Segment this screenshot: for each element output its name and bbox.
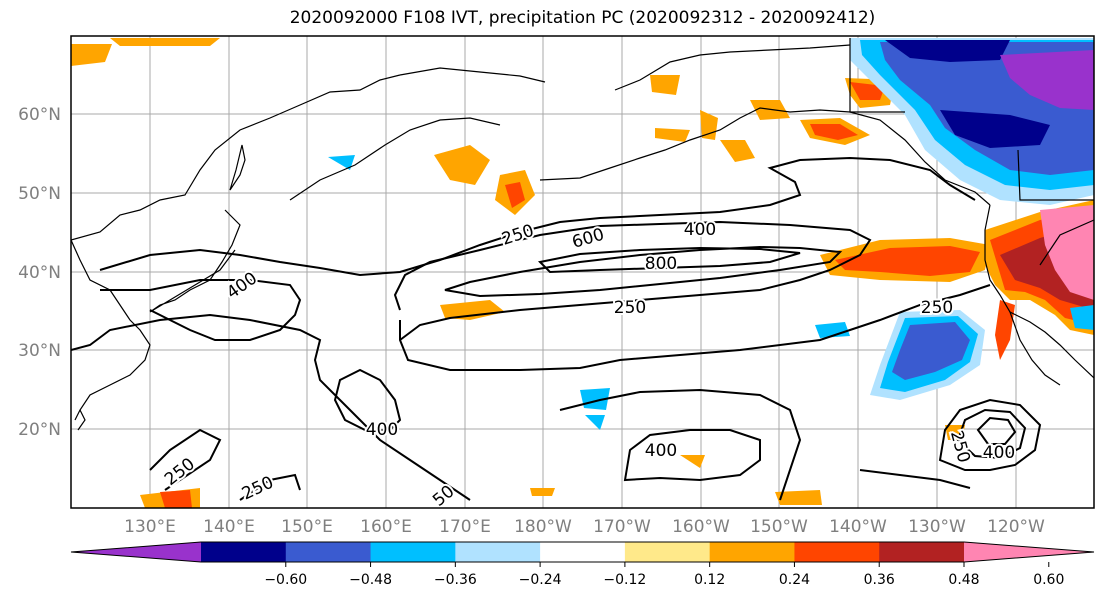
colorbar-segment xyxy=(370,542,456,562)
colorbar-outline xyxy=(70,541,1095,563)
border-alaska-canada xyxy=(849,38,905,113)
contour-250-north xyxy=(99,156,976,277)
colorbar-segment xyxy=(624,542,711,562)
colorbar-segment xyxy=(455,542,541,562)
colorbar-tick-label: 0.60 xyxy=(1033,572,1064,588)
coast-japan xyxy=(149,209,241,313)
lon-label-160e: 160°E xyxy=(360,517,412,537)
contour-250-wide xyxy=(71,313,471,501)
contour-400-east-low-inner xyxy=(976,416,1017,445)
coast-sakhalin xyxy=(229,144,246,191)
lon-label-180w: 180°W xyxy=(514,517,572,537)
contour-400-core xyxy=(393,220,872,341)
contour-400-east-low-outer xyxy=(956,408,1027,460)
contour-250-south2 xyxy=(239,473,301,501)
colorbar-segment xyxy=(540,542,626,562)
contour-250-south xyxy=(399,284,991,371)
lon-label-120w: 120°W xyxy=(987,517,1045,537)
lat-label-40n: 40°N xyxy=(18,263,61,283)
coast-aleutian-alaska xyxy=(539,107,991,206)
contour-400-mid xyxy=(333,368,402,431)
colorbar-tick-label: −0.12 xyxy=(603,572,646,588)
lat-label-60n: 60°N xyxy=(18,105,61,125)
colorbar-tick-label: 0.48 xyxy=(948,572,979,588)
contour-400-west xyxy=(100,279,302,341)
contour-label-c400e: 400 xyxy=(983,443,1015,463)
colorbar-segments xyxy=(70,541,1095,563)
contour-label-c250c: 250 xyxy=(921,298,953,318)
contour-400-south xyxy=(623,429,761,482)
coast-alaska-north xyxy=(614,44,851,91)
coast-kamchatka-kuril xyxy=(289,117,501,201)
latitude-labels: 60°N 50°N 40°N 30°N 20°N xyxy=(18,105,61,440)
colorbar-extension-left xyxy=(71,542,201,562)
lon-label-160w: 160°W xyxy=(672,517,730,537)
contour-label-c400c: 400 xyxy=(366,420,398,440)
contour-label-c250b: 250 xyxy=(614,298,646,318)
contour-250-sw xyxy=(149,428,222,491)
colorbar-tick-label: 0.24 xyxy=(779,572,810,588)
border-canada-us xyxy=(1017,149,1094,201)
colorbar-tick-label: 0.12 xyxy=(694,572,725,588)
contour-250-south3 xyxy=(559,388,802,501)
colorbar-extension-right xyxy=(964,542,1094,562)
colorbar-segment xyxy=(879,542,965,562)
lon-label-170w: 170°W xyxy=(593,517,651,537)
colorbar-segment xyxy=(794,542,880,562)
map-frame xyxy=(70,35,1095,509)
contour-label-c400a: 400 xyxy=(684,220,716,240)
lat-label-50n: 50°N xyxy=(18,184,61,204)
colorbar-tick-label: 0.36 xyxy=(864,572,895,588)
colorbar-ticks: −0.60 −0.48 −0.36 −0.24 −0.12 0.12 0.24 0.36 0.4… xyxy=(264,562,1064,588)
coast-chukotka xyxy=(399,67,546,83)
colorbar-segment xyxy=(709,542,795,562)
precip-positive-shading xyxy=(71,38,1094,508)
contour-label-c800: 800 xyxy=(645,254,677,274)
contour-800 xyxy=(537,246,801,274)
lat-label-30n: 30°N xyxy=(18,341,61,361)
contour-600 xyxy=(444,245,843,298)
coast-asia-east xyxy=(71,239,151,421)
figure-title: 2020092000 F108 IVT, precipitation PC (2… xyxy=(289,8,876,28)
lon-label-140w: 140°W xyxy=(829,517,887,537)
contour-label-c400d: 400 xyxy=(645,441,677,461)
precip-negative-shading xyxy=(328,38,1094,430)
lon-label-130w: 130°W xyxy=(908,517,966,537)
coast-asia-north xyxy=(71,74,401,241)
colorbar: −0.60 −0.48 −0.36 −0.24 −0.12 0.12 0.24 0.36 0.4… xyxy=(70,541,1095,588)
border-us-state xyxy=(1039,219,1094,266)
coastlines xyxy=(71,38,1094,431)
colorbar-tick-label: −0.60 xyxy=(264,572,307,588)
lon-label-150w: 150°W xyxy=(750,517,808,537)
colorbar-tick-label: −0.36 xyxy=(434,572,477,588)
lon-label-140e: 140°E xyxy=(203,517,255,537)
colorbar-tick-label: −0.24 xyxy=(519,572,562,588)
contour-250-east-low xyxy=(938,398,1042,471)
coast-baja xyxy=(1009,311,1061,386)
ivt-contours xyxy=(71,156,1042,501)
colorbar-segment xyxy=(201,542,287,562)
lon-label-170e: 170°E xyxy=(439,517,491,537)
lon-label-150e: 150°E xyxy=(281,517,333,537)
coast-philippines xyxy=(77,409,86,431)
contour-250-east-south xyxy=(859,469,971,489)
colorbar-segment xyxy=(285,542,372,562)
longitude-labels: 130°E 140°E 150°E 160°E 170°E 180°W 170°… xyxy=(124,517,1045,537)
colorbar-tick-label: −0.48 xyxy=(349,572,392,588)
lon-label-130e: 130°E xyxy=(124,517,176,537)
lat-label-20n: 20°N xyxy=(18,420,61,440)
